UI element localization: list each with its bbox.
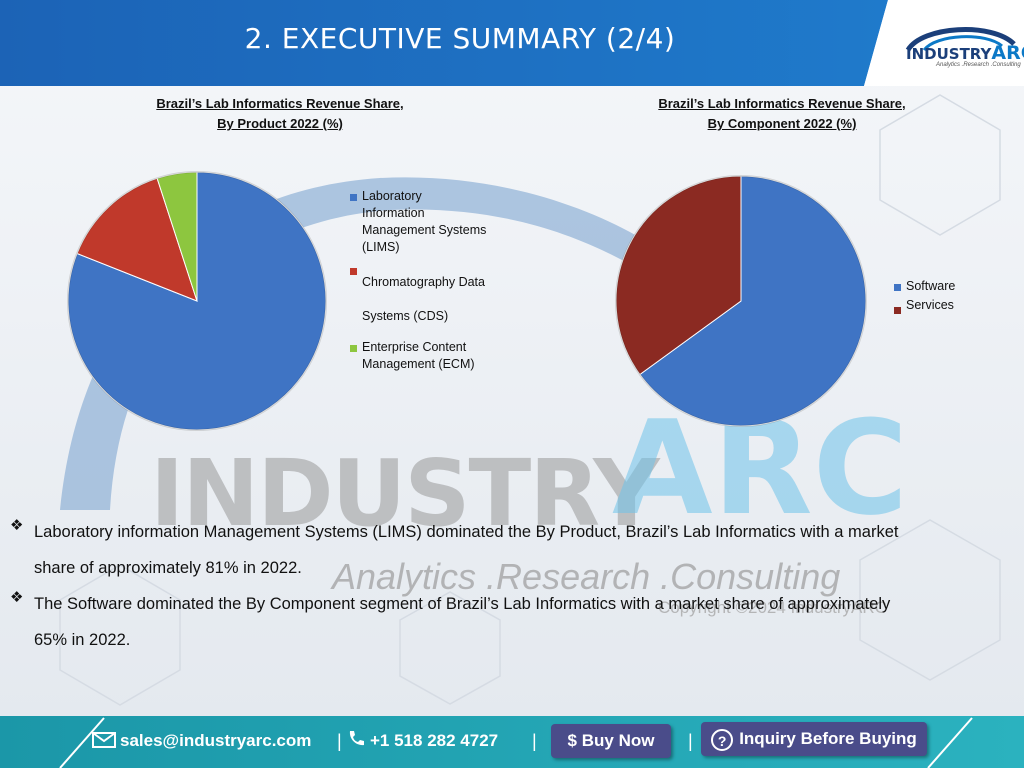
watermark-tagline: Analytics .Research .Consulting (332, 556, 841, 597)
legend-lims-line1: Laboratory (362, 189, 422, 203)
pie-outline (615, 175, 867, 427)
chart1-title-line1: Brazil’s Lab Informatics Revenue Share, (156, 96, 404, 111)
inquiry-label: Inquiry Before Buying (739, 729, 917, 748)
legend-swatch-software (894, 284, 901, 291)
chat-question-icon: ? (711, 728, 734, 751)
legend-swatch-ecm (350, 345, 357, 352)
chart2-legend: Software Services (894, 278, 1004, 314)
footer-separator: | (532, 731, 537, 751)
chart1-title-line2: By Product 2022 (%) (217, 116, 343, 131)
phone-link[interactable]: +1 518 282 4727 (346, 729, 498, 751)
envelope-icon (92, 732, 116, 748)
legend-swatch-cds (350, 268, 357, 275)
bullet-software: ❖ The Software dominated the By Componen… (10, 586, 1018, 658)
bullet-lims: ❖ Laboratory information Management Syst… (10, 514, 1018, 586)
logo-arc-text: ARC (991, 42, 1024, 64)
phone-icon (349, 731, 364, 746)
legend-item-cds: Chromatography Data Systems (CDS) (350, 268, 510, 325)
inquiry-before-buying-button[interactable]: ? Inquiry Before Buying (701, 722, 927, 756)
page-title: 2. EXECUTIVE SUMMARY (2/4) (244, 22, 676, 55)
legend-swatch-services (894, 307, 901, 314)
legend-services-label: Services (906, 298, 954, 312)
email-link[interactable]: sales@industryarc.com (92, 731, 311, 751)
chart2-pie (615, 175, 867, 427)
pie-slice-services (615, 175, 742, 376)
legend-lims-line4: (LIMS) (362, 240, 400, 254)
watermark-copyright: Copyright ©2024 IndustryARC (658, 598, 887, 617)
bullet-lims-line1: Laboratory information Management System… (34, 523, 899, 541)
chart1-title: Brazil’s Lab Informatics Revenue Share, … (110, 94, 450, 134)
watermark-industry: INDUSTRY (150, 440, 660, 547)
phone-text: +1 518 282 4727 (370, 731, 499, 750)
legend-item-services: Services (894, 297, 1004, 314)
buy-now-button[interactable]: $ Buy Now (551, 724, 671, 758)
logo-tagline: Analytics .Research .Consulting (936, 62, 1021, 68)
email-text: sales@industryarc.com (120, 731, 312, 750)
diamond-bullet-icon: ❖ (10, 517, 24, 534)
legend-software-label: Software (906, 279, 956, 293)
pie-slice-software (639, 175, 867, 427)
pie-slice-ecm (156, 171, 198, 302)
legend-cds-line3: Systems (CDS) (362, 309, 449, 323)
legend-lims-line2: Information (362, 206, 425, 220)
bullet-lims-line2: share of approximately 81% in 2022. (34, 559, 302, 577)
diamond-bullet-icon: ❖ (10, 589, 24, 606)
legend-cds-line1: Chromatography Data (362, 275, 485, 289)
logo-arc-icon (905, 27, 1016, 52)
bullet-software-line2: 65% in 2022. (34, 631, 131, 649)
chart2-title: Brazil’s Lab Informatics Revenue Share, … (612, 94, 952, 134)
legend-item-ecm: Enterprise Content Management (ECM) (350, 339, 510, 373)
chart1-pie (67, 171, 327, 431)
footer-separator: | (337, 731, 342, 751)
dollar-icon: $ (567, 731, 577, 750)
chart1-legend: Laboratory Information Management System… (350, 188, 510, 373)
legend-ecm-line1: Enterprise Content (362, 340, 467, 354)
legend-ecm-line2: Management (ECM) (362, 357, 475, 371)
chart2-title-line1: Brazil’s Lab Informatics Revenue Share, (658, 96, 906, 111)
legend-swatch-lims (350, 194, 357, 201)
legend-lims-line3: Management Systems (362, 223, 487, 237)
legend-item-lims: Laboratory Information Management System… (350, 188, 510, 256)
summary-bullets: ❖ Laboratory information Management Syst… (10, 514, 1018, 658)
logo-industry-text: INDUSTRY (906, 45, 992, 63)
legend-cds-line2 (362, 291, 510, 308)
pie-outline (67, 171, 327, 431)
buy-now-label: Buy Now (581, 731, 655, 750)
chart2-title-line2: By Component 2022 (%) (707, 116, 857, 131)
bullet-software-line1: The Software dominated the By Component … (34, 595, 891, 613)
footer-separator: | (688, 731, 693, 751)
legend-item-software: Software (894, 278, 1004, 295)
